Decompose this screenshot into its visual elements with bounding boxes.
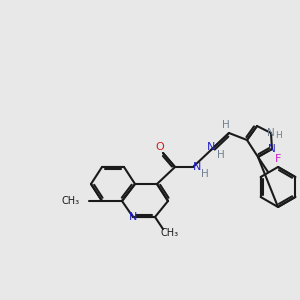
- Text: N: N: [193, 162, 201, 172]
- Text: N: N: [268, 144, 276, 154]
- Text: N: N: [267, 128, 275, 138]
- Text: CH₃: CH₃: [62, 196, 80, 206]
- Text: H: H: [217, 150, 225, 160]
- Text: F: F: [275, 154, 281, 164]
- Text: CH₃: CH₃: [161, 228, 179, 238]
- Text: H: H: [201, 169, 209, 179]
- Text: N: N: [129, 212, 137, 222]
- Text: H: H: [276, 131, 282, 140]
- Text: O: O: [156, 142, 164, 152]
- Text: N: N: [207, 142, 215, 152]
- Text: H: H: [222, 120, 230, 130]
